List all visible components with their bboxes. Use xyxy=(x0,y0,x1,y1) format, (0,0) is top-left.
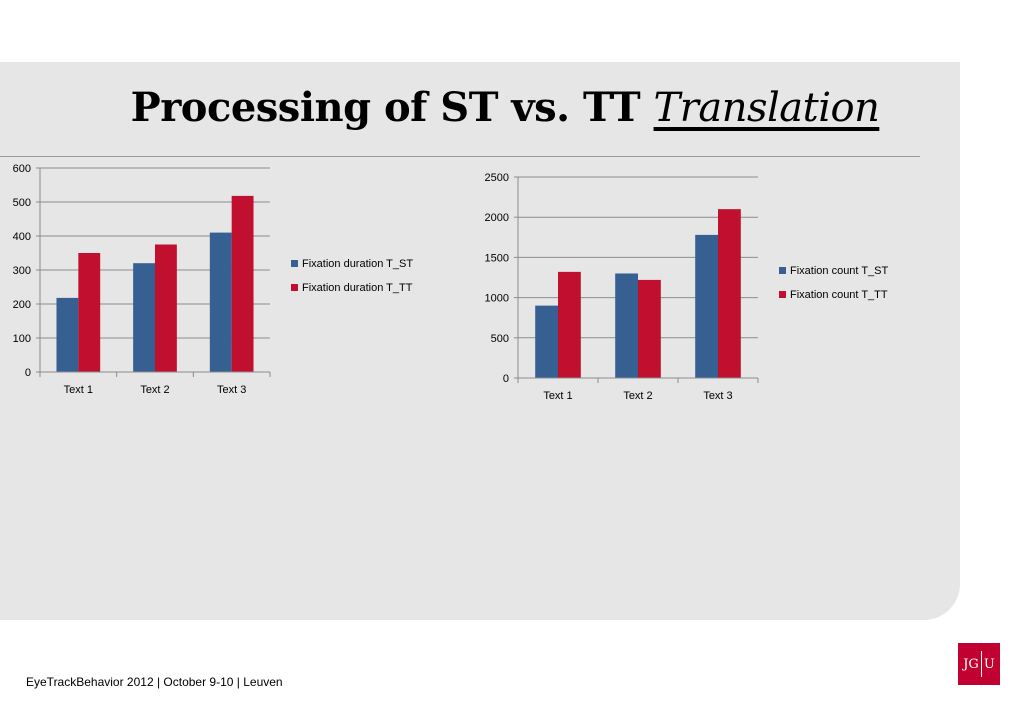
bar-st xyxy=(133,263,155,372)
title-italic: Translation xyxy=(653,85,880,131)
bar-st xyxy=(615,273,638,378)
slide-title: Processing of ST vs. TT Translation xyxy=(0,84,1010,131)
y-tick-label: 0 xyxy=(25,367,31,379)
logo-left: JG xyxy=(963,656,979,672)
x-tick-label: Text 3 xyxy=(703,390,732,402)
y-tick-label: 100 xyxy=(13,333,31,345)
logo-right: U xyxy=(983,656,995,672)
legend-swatch xyxy=(779,291,786,298)
bar-st xyxy=(535,305,558,378)
legend-label: Fixation count T_TT xyxy=(790,289,888,301)
bar-tt xyxy=(638,279,661,378)
legend-label: Fixation duration T_ST xyxy=(302,258,413,270)
y-tick-label: 1500 xyxy=(485,252,509,264)
y-tick-label: 2500 xyxy=(485,172,509,184)
x-tick-label: Text 2 xyxy=(623,390,652,402)
logo-separator xyxy=(980,651,982,677)
legend-label: Fixation count T_ST xyxy=(790,265,889,277)
title-main: Processing of ST vs. TT xyxy=(130,84,641,131)
bar-tt xyxy=(155,244,177,372)
y-tick-label: 300 xyxy=(13,265,31,277)
jgu-logo: JG U xyxy=(958,643,1000,685)
legend-label: Fixation duration T_TT xyxy=(302,282,413,294)
footer-text: EyeTrackBehavior 2012 | October 9-10 | L… xyxy=(26,675,283,689)
y-tick-label: 500 xyxy=(13,197,31,209)
bar-st xyxy=(209,232,232,372)
bar-st xyxy=(56,297,79,372)
bar-tt xyxy=(718,209,741,378)
x-tick-label: Text 1 xyxy=(64,384,93,396)
y-tick-label: 200 xyxy=(13,299,31,311)
y-tick-label: 2000 xyxy=(485,212,509,224)
bar-tt xyxy=(558,271,581,378)
y-tick-label: 0 xyxy=(503,373,509,385)
y-tick-label: 600 xyxy=(13,163,31,175)
legend-swatch xyxy=(291,260,298,267)
x-tick-label: Text 3 xyxy=(217,384,246,396)
legend-swatch xyxy=(291,284,298,291)
bar-tt xyxy=(78,253,101,372)
legend-swatch xyxy=(779,267,786,274)
y-tick-label: 400 xyxy=(13,231,31,243)
bar-st xyxy=(695,234,718,378)
bar-tt xyxy=(231,195,254,372)
y-tick-label: 1000 xyxy=(485,293,509,305)
x-tick-label: Text 2 xyxy=(140,384,169,396)
title-divider xyxy=(0,156,920,157)
y-tick-label: 500 xyxy=(491,333,509,345)
x-tick-label: Text 1 xyxy=(543,390,572,402)
